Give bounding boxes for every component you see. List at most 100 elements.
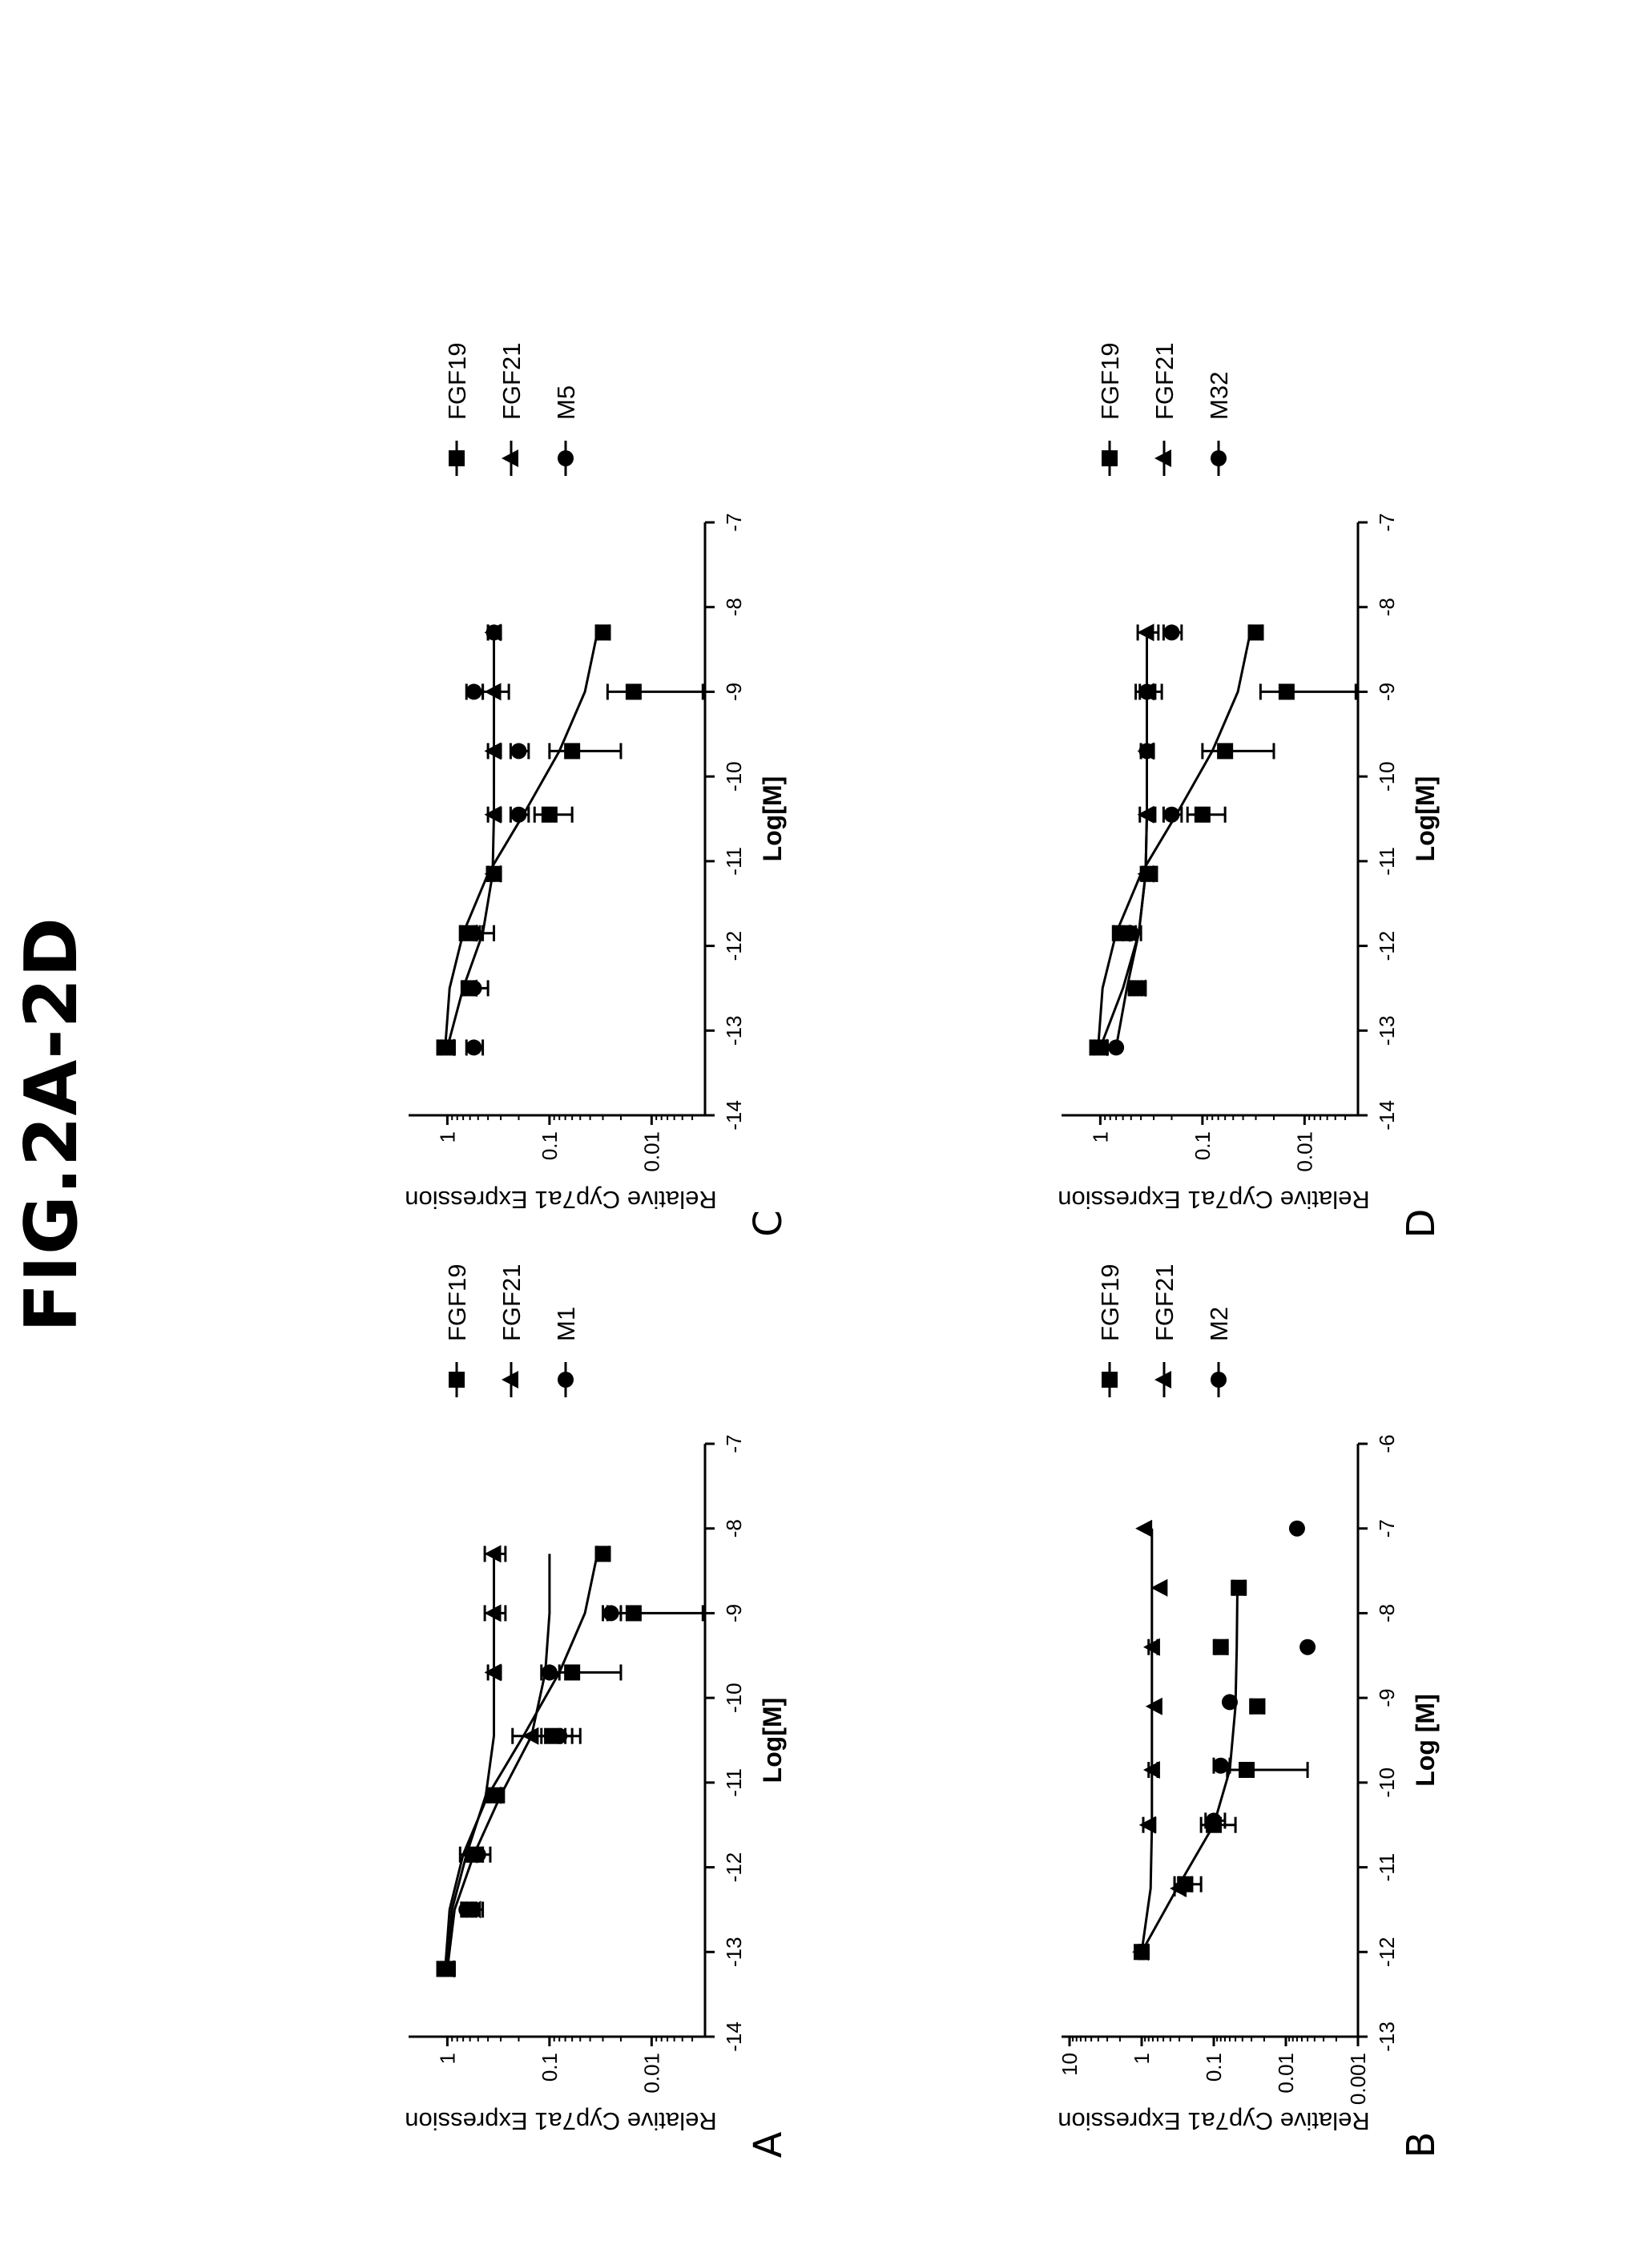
- x-tick-label: -12: [722, 1852, 746, 1883]
- fit-curve: [445, 1554, 551, 1969]
- fit-curve: [444, 1554, 599, 1969]
- y-tick-label: 0.01: [1292, 1131, 1316, 1172]
- legend-item: FGF21: [1150, 1264, 1179, 1397]
- x-tick-label: -8: [722, 1519, 746, 1538]
- panel-d: D Relative Cyp7a1 Expression 1 0.1 0.01 -14 -1…: [1038, 310, 1558, 1255]
- data-point: [594, 624, 611, 641]
- data-point: [1135, 1519, 1153, 1538]
- data-point: [1299, 1638, 1316, 1655]
- data-point: [484, 1604, 502, 1622]
- data-point: [486, 1787, 502, 1804]
- x-tick-label: -11: [722, 847, 746, 876]
- data-point: [1127, 980, 1144, 997]
- data-point: [1134, 1944, 1150, 1961]
- legend-item: M1: [552, 1307, 580, 1397]
- data-point: [484, 1663, 502, 1682]
- y-tick-label: 0.01: [639, 2053, 663, 2094]
- data-point: [551, 1727, 568, 1744]
- legend-label: FGF21: [1150, 1264, 1179, 1341]
- chart-panel-c: C Relative Cyp7a1 Expression 1 0.1 0.01 -14 -1…: [405, 343, 791, 1237]
- y-tick-label: 10: [1058, 2053, 1082, 2076]
- panel-label: C: [746, 1210, 791, 1237]
- x-tick-label: -14: [722, 2021, 746, 2052]
- x-tick-label: -13: [1375, 2021, 1399, 2052]
- y-axis-title: Relative Cyp7a1 Expression: [405, 1186, 716, 1214]
- legend-marker: [502, 449, 518, 467]
- x-tick-label: -8: [1375, 1604, 1399, 1622]
- y-axis-title: Relative Cyp7a1 Expression: [1058, 2107, 1369, 2135]
- x-tick-label: -13: [722, 1015, 746, 1046]
- fit-curve: [1097, 632, 1252, 1048]
- data-point: [1288, 1520, 1305, 1537]
- y-tick-label: 0.01: [639, 1131, 663, 1172]
- data-point: [625, 683, 642, 700]
- data-point: [484, 1545, 502, 1563]
- x-tick-label: -10: [1375, 1767, 1399, 1798]
- x-axis-title: Log[M]: [758, 1698, 787, 1783]
- figure-title: FIG.2A-2D: [10, 917, 94, 1332]
- legend-label: M1: [552, 1307, 580, 1341]
- data-point: [486, 624, 502, 641]
- x-axis-title: Log[M]: [1411, 776, 1440, 862]
- data-point: [1137, 623, 1154, 642]
- y-tick-label: 0.01: [1274, 2053, 1298, 2094]
- legend-label: FGF21: [498, 343, 526, 420]
- x-axis-title: Log[M]: [758, 776, 787, 862]
- legend-label: FGF19: [1096, 343, 1124, 420]
- panel-c: C Relative Cyp7a1 Expression 1 0.1 0.01 -14 -1…: [385, 310, 905, 1255]
- data-point: [1247, 624, 1264, 641]
- x-tick-label: -11: [722, 1768, 746, 1797]
- series-fgf21: [437, 1545, 567, 1978]
- data-point: [1231, 1579, 1247, 1596]
- data-point: [484, 805, 502, 824]
- legend-label: FGF19: [443, 1264, 471, 1341]
- series-m32: [1108, 624, 1183, 1056]
- legend-item: FGF19: [443, 1264, 471, 1397]
- data-point: [594, 1546, 611, 1562]
- series-fgf21: [1132, 1519, 1187, 1961]
- fit-curve: [1114, 632, 1148, 1048]
- data-point: [1177, 1876, 1194, 1892]
- x-tick-label: -14: [1375, 1100, 1399, 1131]
- data-point: [602, 1605, 619, 1622]
- chart-panel-a: A Relative Cyp7a1 Expression 1 0.1 0.01 -14 -1…: [405, 1264, 791, 2158]
- legend-item: M2: [1205, 1307, 1233, 1397]
- data-point: [1138, 743, 1155, 760]
- x-tick-label: -11: [1375, 1853, 1399, 1882]
- data-point: [1217, 743, 1234, 760]
- x-tick-label: -8: [722, 598, 746, 616]
- y-tick-label: 0.1: [1191, 1131, 1215, 1160]
- y-tick-label: 1: [1088, 1131, 1112, 1143]
- x-tick-label: -9: [722, 683, 746, 701]
- data-point: [484, 683, 502, 701]
- panel-b: B Relative Cyp7a1 Expression 10 1 0.1 0.01 0.0…: [1038, 1231, 1558, 2177]
- legend-label: M2: [1205, 1307, 1233, 1341]
- chart-panel-b: B Relative Cyp7a1 Expression 10 1 0.1 0.01 0.0…: [1058, 1264, 1444, 2158]
- x-tick-label: -6: [1375, 1434, 1399, 1453]
- x-tick-label: -8: [1375, 598, 1399, 616]
- data-point: [486, 865, 502, 882]
- data-point: [541, 806, 558, 823]
- data-point: [465, 1039, 482, 1056]
- data-point: [484, 742, 502, 760]
- y-tick-label: 0.1: [538, 1131, 562, 1160]
- legend-item: FGF21: [498, 1264, 526, 1397]
- x-tick-label: -12: [1375, 931, 1399, 961]
- legend-marker: [1102, 450, 1118, 466]
- data-point: [1142, 1761, 1160, 1779]
- x-tick-label: -7: [722, 1434, 746, 1453]
- data-point: [465, 980, 482, 997]
- x-tick-label: -11: [1375, 847, 1399, 876]
- data-point: [1142, 1638, 1160, 1656]
- series-m2: [1134, 1520, 1316, 1961]
- legend-label: FGF21: [1150, 343, 1179, 420]
- legend-marker: [502, 1371, 518, 1388]
- data-point: [1150, 1578, 1168, 1597]
- legend-marker: [449, 450, 465, 466]
- y-tick-label: 1: [435, 2053, 459, 2064]
- panel-label: D: [1399, 1209, 1444, 1239]
- x-tick-label: -10: [1375, 761, 1399, 792]
- x-tick-label: -9: [1375, 1689, 1399, 1707]
- data-point: [1108, 1039, 1125, 1056]
